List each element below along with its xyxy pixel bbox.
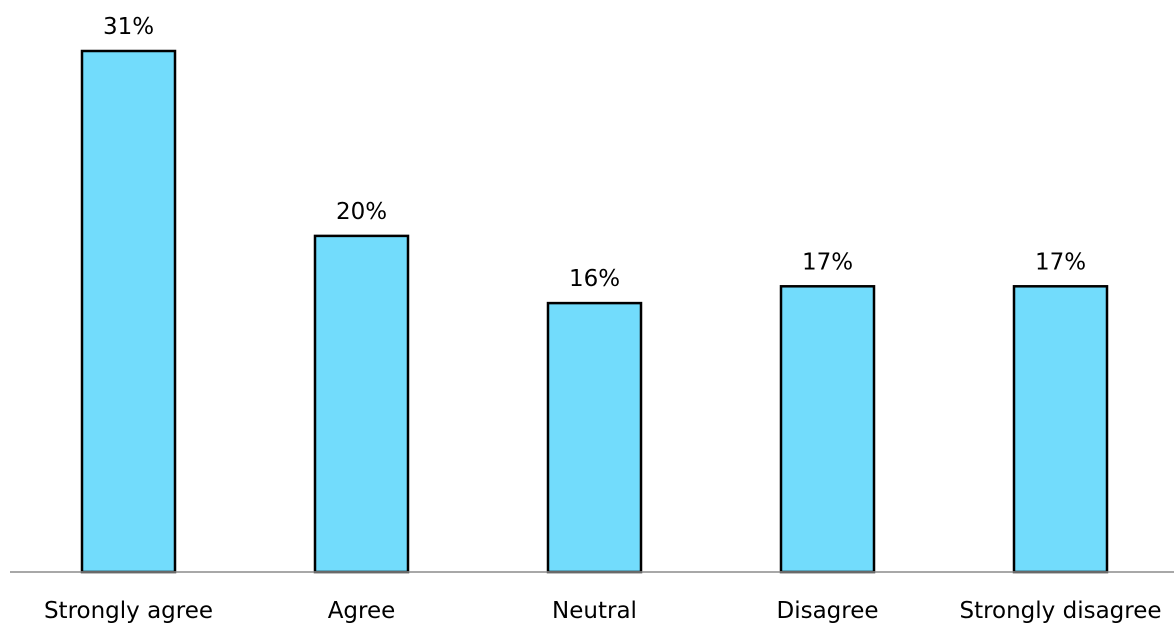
data-labels-group: 31% 20% 16% 17% 17% [103,14,1086,292]
x-tick-label: Agree [328,598,396,624]
data-label: 17% [1035,249,1086,275]
x-tick-label: Disagree [776,598,878,624]
bars-group [80,49,1109,574]
x-tick-label: Strongly agree [44,598,213,624]
bar-neutral [546,301,643,574]
data-label: 31% [103,14,154,40]
data-label: 17% [802,249,853,275]
x-tick-label: Neutral [552,598,637,624]
bar-strongly-disagree [1012,285,1109,574]
data-label: 16% [569,266,620,292]
bar-agree [313,234,410,574]
data-label: 20% [336,199,387,225]
bar-disagree [779,285,876,574]
bar-strongly-agree [80,49,177,574]
x-tick-label: Strongly disagree [959,598,1161,624]
category-labels-group: Strongly agree Agree Neutral Disagree Strong… [44,598,1162,624]
